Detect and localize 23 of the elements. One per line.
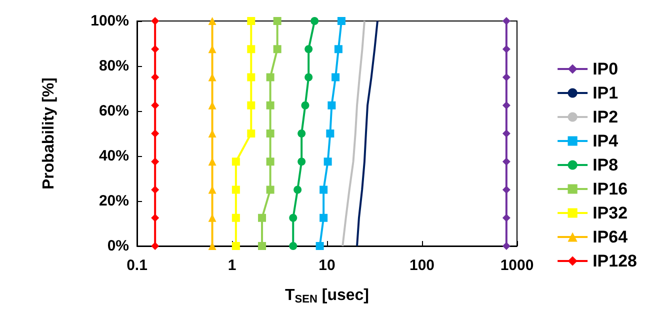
y-tick-label: 0%: [107, 238, 129, 254]
legend-label: IP2: [592, 108, 618, 126]
legend-label: IP32: [592, 204, 628, 222]
legend-label: IP1: [592, 84, 618, 102]
legend-label: IP0: [592, 60, 618, 78]
y-tick-label: 100%: [90, 12, 129, 30]
legend-label: IP8: [592, 156, 618, 174]
x-tick-label: 100: [409, 257, 435, 274]
legend-label: IP128: [592, 252, 638, 270]
legend-label: IP4: [592, 132, 619, 150]
y-tick-label: 40%: [98, 148, 129, 164]
y-tick-label: 80%: [98, 58, 129, 74]
x-tick-label: 0.1: [126, 257, 148, 274]
line-series: [342, 20, 366, 247]
line-series: [356, 20, 378, 247]
legend-label: IP16: [592, 180, 628, 198]
x-tick-label: 1: [228, 257, 236, 274]
legend-label: IP64: [592, 228, 628, 246]
x-tick-label: 10: [318, 257, 336, 274]
x-tick-label: 1000: [500, 257, 534, 274]
y-axis-title: Probability [%]: [40, 77, 58, 190]
y-tick-label: 20%: [98, 192, 129, 210]
y-tick-label: 60%: [98, 102, 129, 120]
